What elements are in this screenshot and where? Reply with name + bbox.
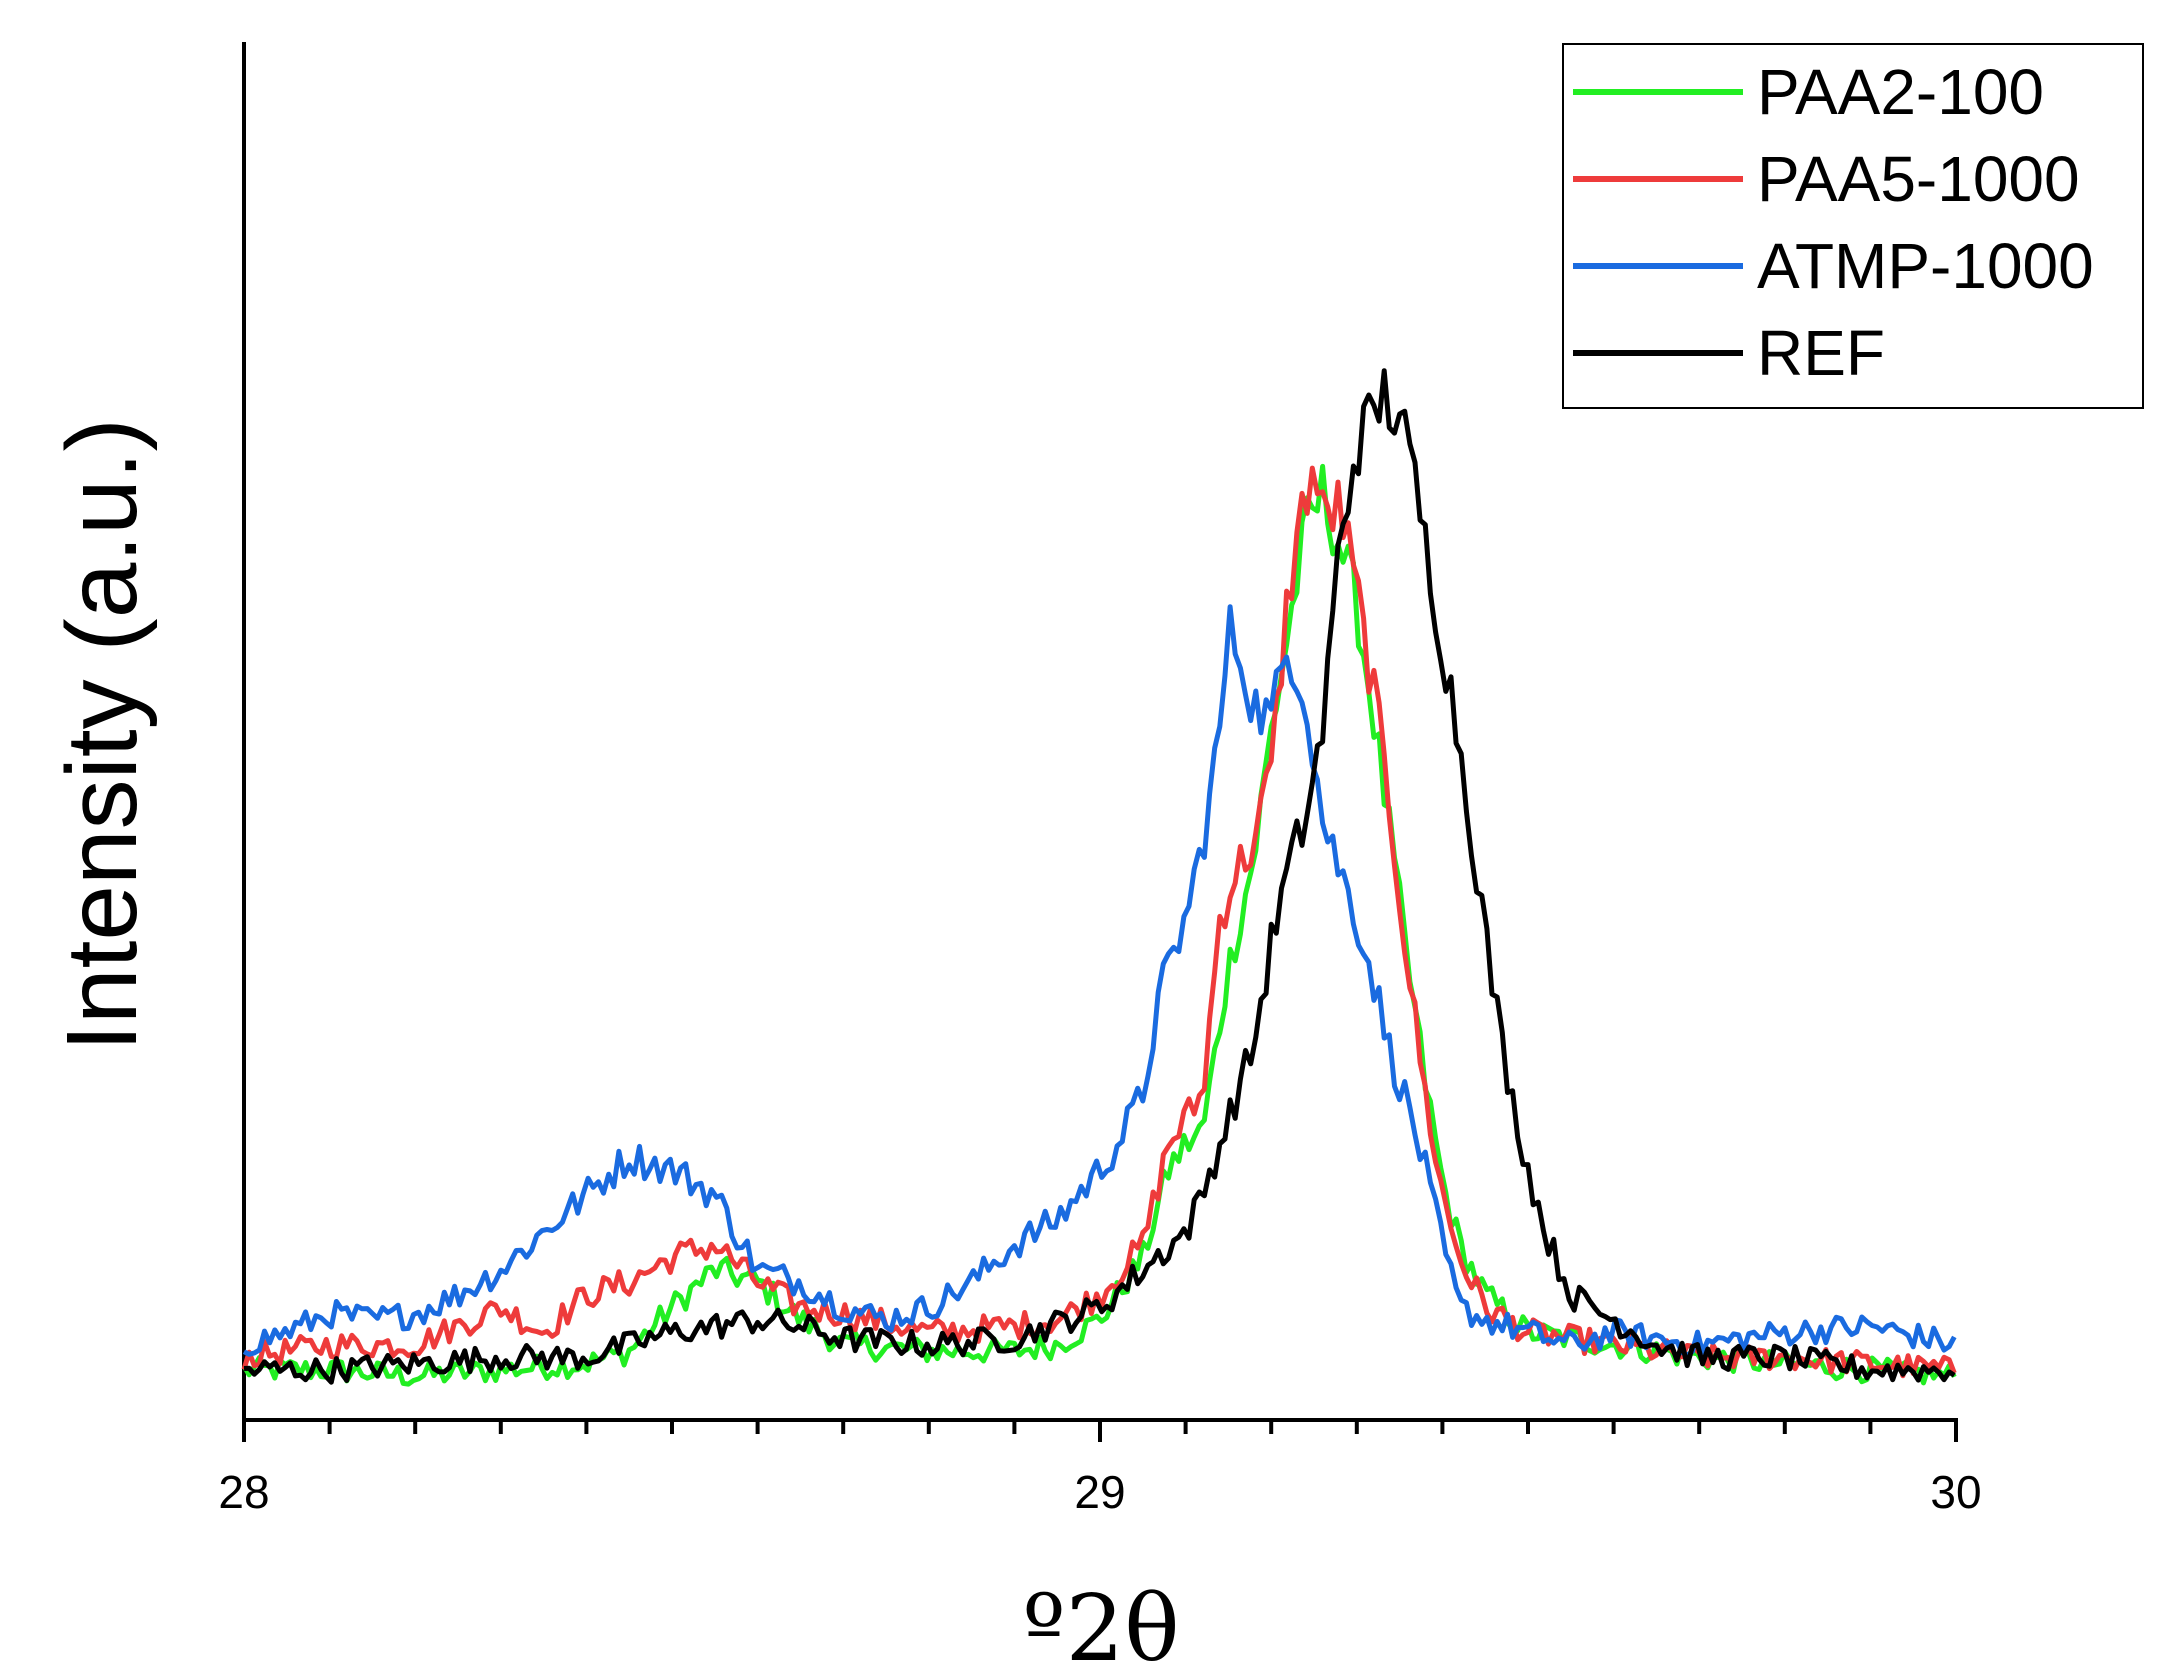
series-line-atmp-1000 bbox=[242, 604, 1957, 1358]
x-axis-title: º2θ bbox=[1022, 1575, 1179, 1677]
legend-label-paa2-100: PAA2-100 bbox=[1757, 56, 2044, 128]
x-tick-label: 30 bbox=[1930, 1466, 1981, 1518]
series-line-ref bbox=[243, 368, 1956, 1385]
series-line-paa5-1000 bbox=[241, 465, 1957, 1379]
series-line-paa2-100 bbox=[241, 463, 1957, 1387]
legend-box bbox=[1562, 43, 2144, 409]
x-tick-label: 29 bbox=[1074, 1466, 1125, 1518]
y-axis-title: Intensity (a.u.) bbox=[46, 418, 158, 1052]
legend-label-atmp-1000: ATMP-1000 bbox=[1757, 230, 2094, 302]
series-group bbox=[241, 368, 1957, 1387]
legend: PAA2-100 PAA5-1000 ATMP-1000 REF bbox=[1562, 43, 2144, 409]
x-tick-label: 28 bbox=[218, 1466, 269, 1518]
x-ticks bbox=[242, 1420, 1958, 1442]
legend-label-paa5-1000: PAA5-1000 bbox=[1757, 143, 2080, 215]
x-tick-labels: 28 29 30 bbox=[218, 1466, 1981, 1518]
legend-label-ref: REF bbox=[1757, 317, 1885, 389]
